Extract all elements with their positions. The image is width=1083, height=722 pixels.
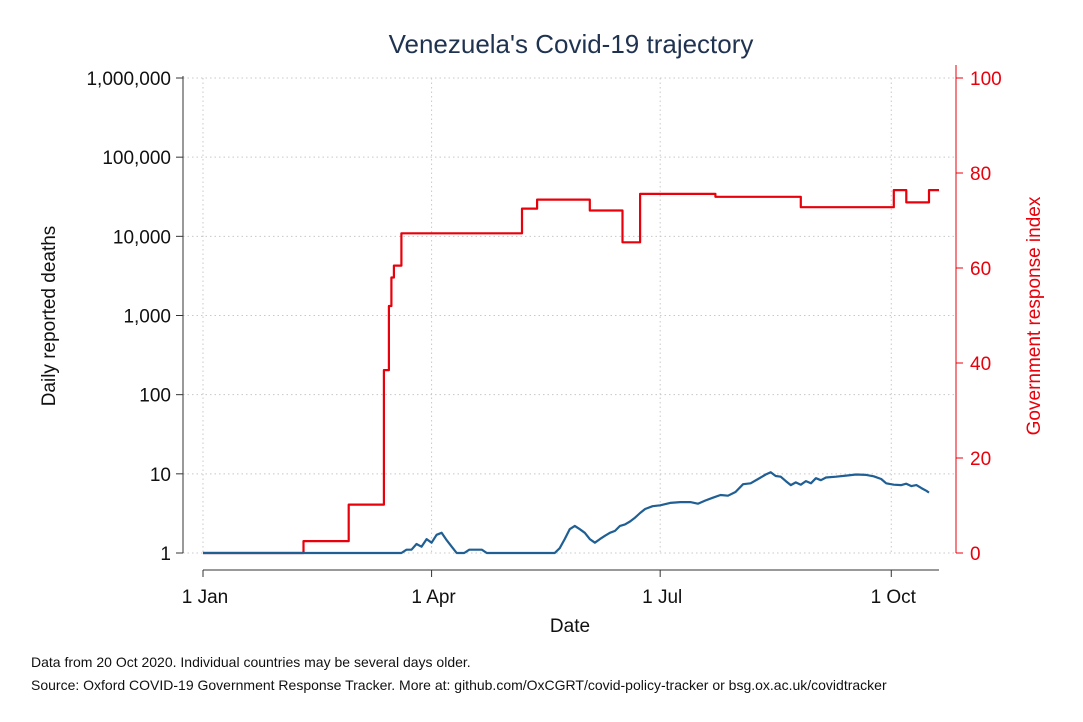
x-tick-label: 1 Apr	[411, 587, 456, 608]
right-tick-label: 80	[970, 164, 991, 185]
left-tick-label: 100	[139, 386, 171, 407]
ticks: 1 10 100 1,000 10,000 100,000 1,000,000 1 Jan 1 …	[86, 69, 1001, 608]
x-tick-label: 1 Oct	[871, 587, 917, 608]
left-tick-label: 1,000,000	[86, 69, 171, 90]
response-index-line	[203, 189, 939, 555]
source-note: Source: Oxford COVID-19 Government Respo…	[31, 677, 887, 693]
right-tick-label: 0	[970, 544, 981, 565]
left-tick-label: 1,000	[123, 307, 171, 328]
series-layer	[203, 189, 939, 555]
left-tick-label: 100,000	[102, 148, 171, 169]
left-tick-label: 10,000	[113, 227, 171, 248]
data-note: Data from 20 Oct 2020. Individual countr…	[31, 654, 471, 670]
chart-title: Venezuela's Covid-19 trajectory	[389, 29, 754, 59]
left-tick-label: 10	[150, 465, 171, 486]
grid	[183, 77, 956, 554]
x-axis-title: Date	[550, 616, 590, 637]
right-tick-label: 40	[970, 354, 991, 375]
left-tick-label: 1	[160, 544, 171, 565]
right-axis-title: Government response index	[1024, 196, 1045, 435]
x-tick-label: 1 Jul	[642, 587, 682, 608]
right-tick-label: 60	[970, 259, 991, 280]
right-tick-label: 100	[970, 69, 1002, 90]
right-tick-label: 20	[970, 449, 991, 470]
left-axis-title: Daily reported deaths	[39, 226, 60, 407]
x-tick-label: 1 Jan	[182, 587, 228, 608]
deaths-line	[203, 471, 930, 555]
